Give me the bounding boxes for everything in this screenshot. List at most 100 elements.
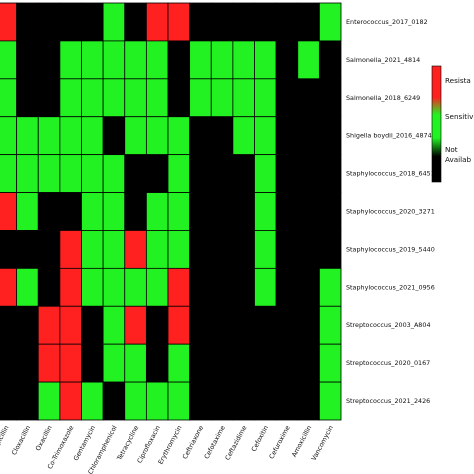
heatmap-cell: [0, 116, 18, 156]
column-label: Gentamycin: [72, 424, 97, 462]
heatmap-cell: [81, 381, 104, 421]
heatmap-cell: [210, 40, 234, 80]
heatmap-cell: [167, 40, 191, 80]
heatmap-cell: [59, 305, 82, 345]
heatmap-cell: [189, 381, 212, 421]
heatmap-cell: [297, 343, 320, 383]
heatmap-cell: [124, 78, 147, 118]
heatmap-cell: [167, 230, 191, 269]
heatmap-cell: [37, 154, 61, 193]
heatmap-cell: [0, 154, 18, 193]
heatmap-cell: [254, 381, 277, 421]
heatmap-cell: [81, 267, 104, 307]
heatmap-cell: [59, 230, 82, 269]
heatmap-cell: [0, 267, 18, 307]
heatmap-cell: [297, 192, 320, 231]
heatmap-cell: [167, 267, 191, 307]
heatmap-cell: [145, 116, 169, 156]
heatmap-cell: [0, 192, 18, 231]
heatmap-cell: [297, 381, 320, 421]
heatmap-cell: [37, 116, 61, 156]
heatmap-cell: [318, 343, 342, 383]
heatmap-cell: [16, 154, 39, 193]
heatmap-cell: [254, 192, 277, 231]
heatmap-cell: [297, 305, 320, 345]
heatmap-cell: [318, 78, 342, 118]
heatmap-cell: [16, 2, 39, 42]
heatmap-cell: [210, 267, 234, 307]
heatmap-cell: [318, 267, 342, 307]
heatmap-cell: [145, 78, 169, 118]
legend: Resista Sensitiv Not Availab: [431, 65, 474, 183]
heatmap-cell: [59, 192, 82, 231]
heatmap-cells: [0, 2, 342, 421]
heatmap-cell: [189, 154, 212, 193]
heatmap-cell: [0, 78, 18, 118]
heatmap-cell: [297, 154, 320, 193]
heatmap-cell: [81, 230, 104, 269]
column-label: Cefuroxime: [267, 424, 291, 460]
heatmap-cell: [124, 230, 147, 269]
heatmap-cell: [0, 343, 18, 383]
heatmap-cell: [81, 2, 104, 42]
heatmap-cell: [232, 154, 255, 193]
heatmap-cell: [81, 305, 104, 345]
heatmap-cell: [232, 381, 255, 421]
heatmap-cell: [167, 381, 191, 421]
heatmap-cell: [297, 40, 320, 80]
row-label: Streptococcus_2020_0167: [346, 359, 430, 367]
heatmap-cell: [167, 154, 191, 193]
column-label: Amoxicillin: [290, 424, 313, 458]
heatmap-cell: [59, 381, 82, 421]
heatmap-cell: [102, 230, 126, 269]
heatmap-cell: [124, 343, 147, 383]
heatmap-cell: [59, 78, 82, 118]
heatmap-cell: [37, 343, 61, 383]
heatmap-cell: [297, 116, 320, 156]
heatmap-cell: [232, 78, 255, 118]
heatmap-cell: [16, 343, 39, 383]
heatmap-cell: [0, 40, 18, 80]
heatmap-cell: [254, 267, 277, 307]
heatmap-cell: [189, 116, 212, 156]
heatmap-cell: [81, 78, 104, 118]
heatmap-cell: [189, 267, 212, 307]
heatmap-cell: [167, 116, 191, 156]
heatmap-cell: [318, 381, 342, 421]
heatmap-cell: [37, 78, 61, 118]
heatmap-cell: [102, 78, 126, 118]
heatmap-cell: [275, 230, 299, 269]
heatmap-cell: [0, 2, 18, 42]
heatmap-cell: [318, 2, 342, 42]
heatmap-cell: [59, 343, 82, 383]
heatmap-cell: [232, 267, 255, 307]
heatmap-cell: [81, 40, 104, 80]
heatmap-cell: [102, 154, 126, 193]
row-label: Staphylococcus_2019_5440: [346, 245, 435, 253]
column-label: Cefoxitin: [250, 424, 270, 453]
heatmap-cell: [297, 267, 320, 307]
column-label: Ceftriaxone: [181, 424, 205, 460]
heatmap-cell: [124, 381, 147, 421]
heatmap-cell: [189, 2, 212, 42]
heatmap-cell: [275, 116, 299, 156]
heatmap-cell: [232, 343, 255, 383]
heatmap-cell: [81, 192, 104, 231]
heatmap-cell: [81, 116, 104, 156]
heatmap-cell: [59, 267, 82, 307]
heatmap-cell: [59, 40, 82, 80]
heatmap-cell: [124, 305, 147, 345]
heatmap-cell: [232, 305, 255, 345]
heatmap-cell: [167, 2, 191, 42]
column-label: Cefotaxime: [203, 424, 227, 460]
heatmap-cell: [275, 381, 299, 421]
heatmap-cell: [124, 116, 147, 156]
heatmap-cell: [37, 230, 61, 269]
row-label: Streptococcus_2021_2426: [346, 397, 430, 405]
heatmap-cell: [37, 40, 61, 80]
heatmap-cell: [16, 267, 39, 307]
legend-colorbar: [431, 65, 442, 183]
heatmap-cell: [102, 305, 126, 345]
heatmap-cell: [297, 230, 320, 269]
heatmap-cell: [232, 40, 255, 80]
